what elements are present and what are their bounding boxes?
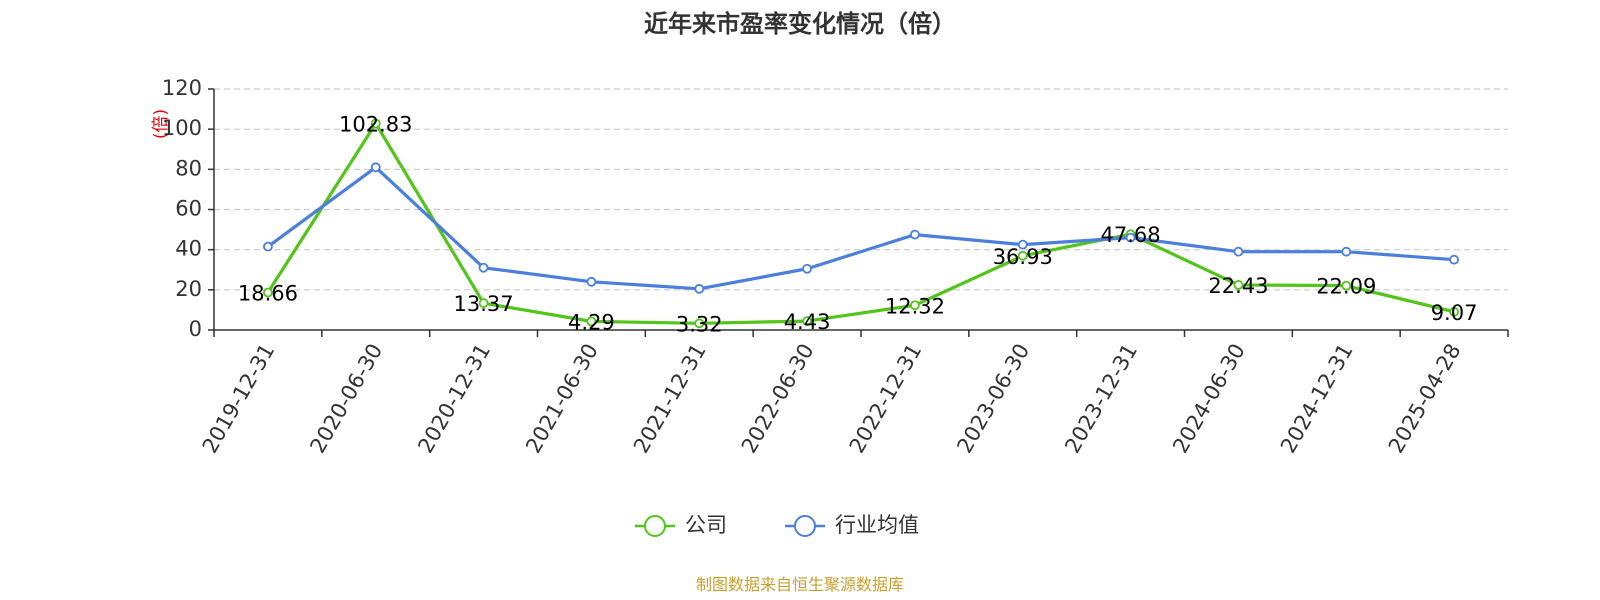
- x-tick-label: 2020-12-31: [413, 340, 495, 458]
- data-point: [370, 118, 381, 129]
- legend-marker: [794, 515, 816, 537]
- data-point: [1449, 254, 1459, 265]
- x-tick-label: 2022-06-30: [737, 340, 819, 458]
- data-point: [1449, 306, 1459, 317]
- series-line-1: [266, 165, 1455, 291]
- x-tick-label: 2024-12-31: [1276, 340, 1358, 458]
- data-point: [1341, 246, 1352, 257]
- data-point: [1341, 280, 1352, 291]
- series-lines: [263, 118, 1459, 329]
- data-point: [802, 316, 812, 327]
- legend-item-0[interactable]: 公司: [635, 513, 727, 537]
- data-label: 22.09: [1316, 275, 1376, 299]
- data-label: 12.32: [885, 294, 945, 318]
- grid-lines: [214, 88, 1508, 291]
- data-point: [694, 283, 705, 294]
- data-label: 13.37: [454, 292, 514, 316]
- data-point: [910, 300, 920, 311]
- data-label: 36.93: [993, 245, 1053, 269]
- x-tick-label: 2025-04-28: [1384, 340, 1466, 458]
- legend-item-1[interactable]: 行业均值: [785, 513, 919, 537]
- data-point: [1017, 239, 1028, 250]
- data-point: [370, 162, 381, 173]
- data-label: 3.32: [676, 312, 723, 336]
- data-point: [586, 276, 597, 287]
- data-point: [478, 298, 489, 309]
- x-tick-label: 2023-06-30: [952, 340, 1034, 458]
- legend[interactable]: 公司 行业均值: [635, 513, 919, 537]
- y-tick-label: 0: [189, 317, 202, 341]
- legend-label: 行业均值: [835, 513, 919, 537]
- y-tick-label: 60: [175, 197, 202, 221]
- data-point: [802, 263, 812, 274]
- y-tick-label: 120: [162, 76, 202, 100]
- data-labels: 18.66 102.83 13.37 4.29 3.32 4.43 12.32 36.93 47…: [238, 112, 1478, 336]
- data-label: 47.68: [1101, 223, 1161, 247]
- source-note: 制图数据来自恒生聚源数据库: [696, 575, 904, 594]
- data-point: [263, 241, 273, 252]
- legend-label: 公司: [685, 513, 727, 537]
- data-point: [1233, 280, 1244, 290]
- data-label: 4.43: [784, 310, 831, 334]
- chart-title: 近年来市盈率变化情况（倍）: [644, 10, 956, 38]
- y-axis-label: (倍): [151, 109, 171, 139]
- data-label: 4.29: [568, 310, 615, 334]
- legend-marker: [644, 515, 666, 537]
- data-label: 22.43: [1208, 274, 1268, 298]
- x-tick-label: 2019-12-31: [198, 340, 280, 458]
- y-tick-label: 100: [162, 116, 202, 140]
- y-tick-label: 20: [175, 277, 202, 301]
- y-tick-label: 40: [175, 237, 202, 261]
- data-label: 102.83: [339, 112, 412, 136]
- data-point: [586, 316, 597, 327]
- y-tick-label: 80: [175, 156, 202, 180]
- data-point: [694, 318, 705, 329]
- x-tick-label: 2021-06-30: [521, 340, 603, 458]
- data-point: [263, 287, 273, 298]
- data-point: [478, 262, 489, 273]
- x-tick-label: 2024-06-30: [1168, 340, 1250, 458]
- x-tick-label: 2021-12-31: [629, 340, 711, 458]
- data-point: [910, 229, 920, 240]
- x-tick-label: 2020-06-30: [305, 340, 387, 458]
- data-label: 18.66: [238, 282, 298, 306]
- data-point: [1125, 232, 1136, 243]
- data-point: [1017, 250, 1028, 261]
- series-line-0: [266, 121, 1455, 325]
- x-tick-label: 2022-12-31: [845, 340, 927, 458]
- data-point: [1233, 246, 1244, 257]
- x-tick-label: 2023-12-31: [1060, 340, 1142, 458]
- data-label: 9.07: [1431, 301, 1478, 325]
